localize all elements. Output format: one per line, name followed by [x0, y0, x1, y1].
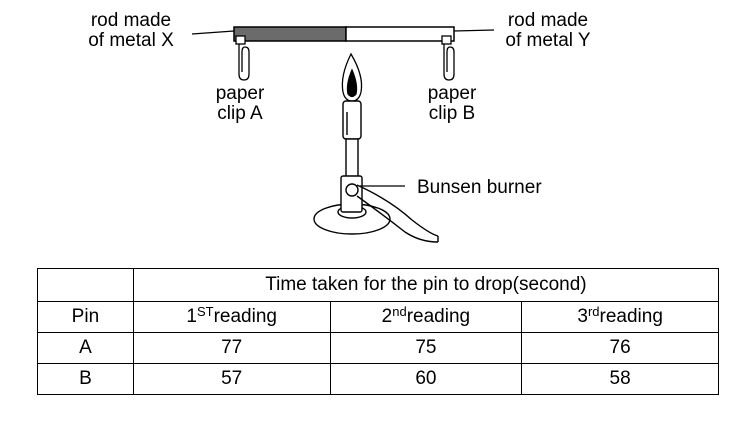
bunsen-burner [313, 100, 439, 243]
paper-clip-a [235, 35, 250, 81]
leader-line-rod-x [191, 30, 235, 35]
results-table: Time taken for the pin to drop(second) P… [37, 268, 720, 395]
label-clip-b: paper clip B [412, 84, 492, 124]
reading-header-3: 3rdreading [521, 301, 719, 333]
value-cell: 76 [521, 332, 719, 364]
pin-cell: B [37, 363, 134, 395]
label-rod-y: rod made of metal Y [482, 11, 614, 51]
value-cell: 77 [132, 332, 331, 364]
label-rod-x-line2: of metal X [88, 30, 174, 51]
value-cell: 57 [132, 363, 331, 395]
reading-header-2: 2ndreading [329, 301, 523, 333]
value-cell: 60 [329, 363, 523, 395]
rod-metal-x [233, 26, 347, 42]
label-bunsen-burner: Bunsen burner [417, 177, 542, 198]
table-row: Pin 1STreading 2ndreading 3rdreading [37, 301, 719, 333]
paper-clip-b [441, 35, 455, 81]
table-row: A 77 75 76 [37, 332, 719, 364]
pin-cell: A [37, 332, 134, 364]
label-clip-a-line2: clip A [217, 103, 263, 124]
label-rod-y-line2: of metal Y [505, 30, 591, 51]
reading-header-1: 1STreading [132, 301, 331, 333]
label-clip-a-line1: paper [215, 83, 265, 104]
label-clip-a: paper clip A [200, 84, 280, 124]
value-cell: 75 [329, 332, 523, 364]
rod-metal-y [345, 26, 455, 42]
empty-corner-cell [37, 268, 134, 302]
apparatus-diagram [191, 26, 495, 243]
table-row: Time taken for the pin to drop(second) [37, 268, 720, 302]
group-header: Time taken for the pin to drop(second) [132, 268, 720, 302]
label-rod-x-line1: rod made [90, 10, 172, 31]
label-clip-b-line1: paper [427, 83, 477, 104]
label-clip-b-line2: clip B [428, 103, 476, 124]
leader-line-rod-y [453, 29, 495, 32]
pin-header: Pin [37, 301, 134, 333]
value-cell: 58 [521, 363, 719, 395]
label-rod-y-line1: rod made [507, 10, 589, 31]
label-rod-x: rod made of metal X [65, 11, 197, 51]
flame [341, 52, 363, 102]
table-row: B 57 60 58 [37, 363, 719, 395]
